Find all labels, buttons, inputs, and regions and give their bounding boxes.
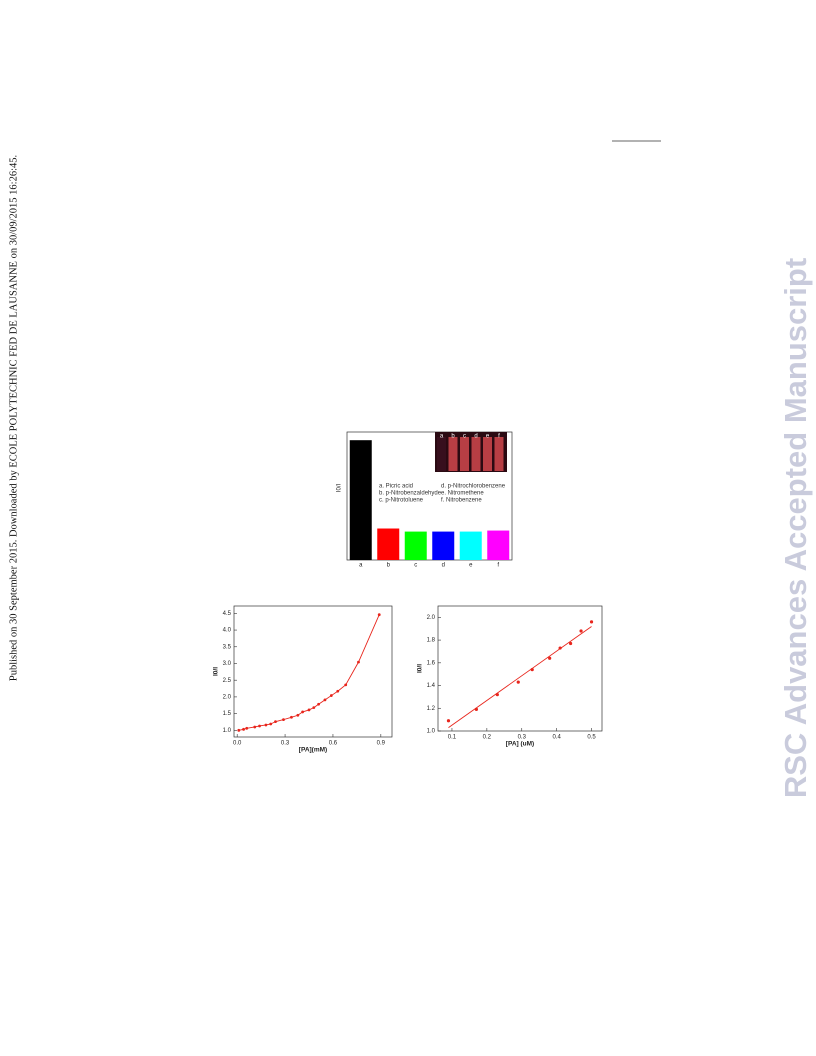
plot-frame — [233, 605, 393, 738]
y-tick-label: 1.0 — [223, 728, 232, 734]
data-point — [530, 668, 534, 672]
y-axis-label: I0/I — [337, 484, 343, 493]
y-tick-label: 3.5 — [223, 644, 232, 650]
vial-label: d — [474, 434, 477, 440]
download-notice: Published on 30 September 2015. Download… — [8, 155, 19, 681]
data-point — [282, 718, 285, 722]
x-tick-label: d — [442, 563, 445, 569]
bar — [459, 531, 482, 560]
x-tick-label: 0.4 — [552, 735, 561, 741]
data-point — [317, 702, 320, 706]
x-tick-label: e — [469, 563, 473, 569]
data-point — [301, 710, 305, 714]
fit-line — [448, 626, 592, 728]
data-point — [589, 620, 594, 624]
data-point — [329, 694, 333, 697]
data-point — [274, 720, 277, 724]
y-tick-label: 1.4 — [427, 683, 436, 689]
data-point — [377, 613, 381, 617]
y-axis-label: I0/I — [213, 667, 220, 676]
x-axis-label: [PA] (uM) — [506, 741, 534, 748]
data-point — [579, 629, 583, 633]
vial-label: c — [463, 434, 466, 440]
x-tick-label: 0.0 — [233, 741, 242, 747]
x-tick-label: c — [414, 563, 417, 569]
data-point — [264, 723, 268, 727]
vial — [494, 437, 504, 471]
data-point — [269, 722, 273, 726]
legend-item: e. Nitromethene — [441, 491, 484, 497]
data-point — [312, 706, 316, 709]
data-point — [242, 727, 245, 731]
watermark: RSC Advances Accepted Manuscript — [778, 258, 813, 798]
data-point — [495, 693, 499, 697]
y-tick-label: 4.0 — [223, 628, 232, 634]
x-tick-label: f — [497, 563, 499, 569]
plot-frame — [346, 431, 513, 561]
x-axis-label: [PA](mM) — [299, 747, 327, 754]
data-point — [253, 725, 257, 729]
vial-label: e — [486, 434, 490, 440]
legend-item: d. p-Nitrochlorobenzene — [441, 484, 506, 490]
data-point — [336, 689, 340, 693]
y-tick-label: 4.5 — [223, 611, 232, 617]
bar — [432, 531, 455, 560]
x-tick-label: b — [387, 563, 391, 569]
data-point — [307, 708, 311, 712]
data-point — [344, 683, 348, 687]
vial — [471, 437, 481, 471]
data-point — [568, 641, 573, 646]
x-tick-label: a — [359, 563, 363, 569]
data-point — [258, 724, 261, 728]
bar — [487, 530, 510, 560]
data-point — [558, 646, 562, 650]
data-point — [290, 715, 293, 719]
y-tick-label: 3.0 — [223, 661, 232, 667]
data-point — [548, 656, 552, 660]
bar — [377, 528, 400, 560]
y-axis-label: I0/I — [417, 664, 424, 673]
vial — [460, 437, 469, 471]
data-point — [323, 698, 327, 702]
vial-label: b — [451, 434, 455, 440]
y-tick-label: 1.5 — [223, 711, 232, 717]
x-tick-label: 0.9 — [377, 741, 386, 747]
bar — [404, 531, 427, 560]
data-point — [474, 707, 478, 712]
data-point — [296, 713, 300, 717]
data-point — [516, 680, 520, 684]
y-tick-label: 1.2 — [427, 706, 436, 712]
legend-item: c. p-Nitrotoluene — [379, 498, 424, 504]
x-tick-label: 0.6 — [329, 741, 338, 747]
y-tick-label: 1.0 — [427, 729, 436, 735]
data-line — [238, 614, 380, 731]
vial — [483, 437, 492, 471]
data-point — [237, 728, 241, 732]
legend-item: b. p-Nitrobenzaldehyde — [379, 491, 442, 497]
x-tick-label: 0.3 — [518, 735, 527, 741]
y-tick-label: 2.0 — [223, 694, 232, 700]
x-tick-label: 0.2 — [483, 735, 492, 741]
data-point — [357, 660, 360, 664]
x-tick-label: 0.3 — [281, 741, 290, 747]
x-tick-label: 0.1 — [448, 735, 457, 741]
legend-item: a. Picric acid — [379, 484, 413, 490]
data-point — [446, 719, 451, 723]
x-tick-label: 0.5 — [587, 735, 596, 741]
legend-item: f. Nitrobenzene — [441, 498, 482, 504]
vial — [437, 437, 446, 471]
vial — [448, 437, 458, 471]
y-tick-label: 1.8 — [427, 638, 436, 644]
bar — [349, 440, 372, 560]
vial-label: f — [498, 434, 500, 440]
y-tick-label: 2.0 — [427, 615, 436, 621]
vial-label: a — [440, 434, 444, 440]
y-tick-label: 2.5 — [223, 678, 232, 684]
data-point — [245, 726, 249, 730]
y-tick-label: 1.6 — [427, 660, 436, 666]
plot-frame — [437, 605, 603, 732]
